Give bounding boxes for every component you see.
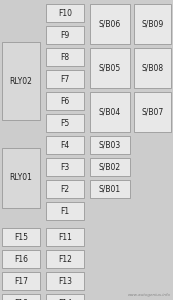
Text: F9: F9 — [60, 31, 70, 40]
Text: S/B05: S/B05 — [99, 64, 121, 73]
Bar — [90, 136, 130, 154]
Bar — [90, 158, 130, 176]
Text: S/B03: S/B03 — [99, 140, 121, 149]
Text: F15: F15 — [14, 232, 28, 242]
Text: F16: F16 — [14, 254, 28, 263]
Bar — [90, 180, 130, 198]
Bar — [90, 4, 130, 44]
Bar — [2, 42, 40, 120]
Text: F10: F10 — [58, 8, 72, 17]
Text: S/B06: S/B06 — [99, 20, 121, 28]
Text: www.autogenius.info: www.autogenius.info — [128, 293, 171, 297]
Bar — [90, 48, 130, 88]
Text: RLY02: RLY02 — [10, 76, 33, 85]
Bar — [46, 114, 84, 132]
Bar — [46, 272, 84, 290]
Text: F8: F8 — [60, 52, 70, 62]
Bar — [46, 228, 84, 246]
Bar — [46, 26, 84, 44]
Bar — [2, 228, 40, 246]
Text: F13: F13 — [58, 277, 72, 286]
Text: S/B07: S/B07 — [141, 107, 164, 116]
Bar — [46, 92, 84, 110]
Text: S/B01: S/B01 — [99, 184, 121, 194]
Bar — [46, 4, 84, 22]
Text: S/B04: S/B04 — [99, 107, 121, 116]
Text: F11: F11 — [58, 232, 72, 242]
Text: F18: F18 — [14, 298, 28, 300]
Text: F6: F6 — [60, 97, 70, 106]
Bar — [46, 48, 84, 66]
Bar — [2, 294, 40, 300]
Bar — [46, 136, 84, 154]
Text: F7: F7 — [60, 74, 70, 83]
Bar — [46, 70, 84, 88]
Text: F14: F14 — [58, 298, 72, 300]
Bar — [134, 92, 171, 132]
Bar — [90, 92, 130, 132]
Text: F12: F12 — [58, 254, 72, 263]
Bar — [2, 250, 40, 268]
Text: F4: F4 — [60, 140, 70, 149]
Bar — [2, 272, 40, 290]
Bar — [46, 294, 84, 300]
Bar — [2, 148, 40, 208]
Text: F3: F3 — [60, 163, 70, 172]
Bar — [46, 180, 84, 198]
Bar — [134, 48, 171, 88]
Text: F2: F2 — [60, 184, 70, 194]
Text: F17: F17 — [14, 277, 28, 286]
Bar — [134, 4, 171, 44]
Text: S/B02: S/B02 — [99, 163, 121, 172]
Text: S/B09: S/B09 — [141, 20, 164, 28]
Text: S/B08: S/B08 — [142, 64, 163, 73]
Text: RLY01: RLY01 — [10, 173, 33, 182]
Text: F1: F1 — [60, 206, 70, 215]
Bar — [46, 250, 84, 268]
Bar — [46, 158, 84, 176]
Bar — [46, 202, 84, 220]
Text: F5: F5 — [60, 118, 70, 127]
